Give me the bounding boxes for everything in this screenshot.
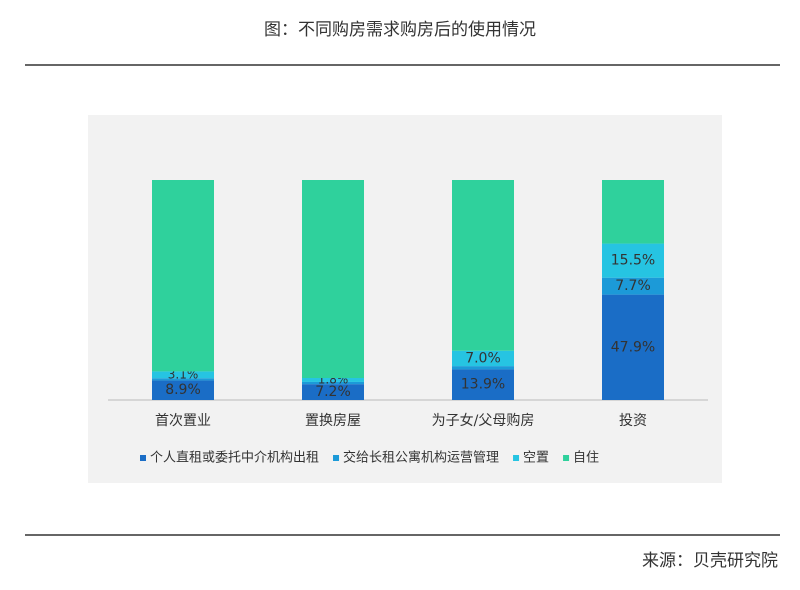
- bar-segment: [602, 294, 664, 400]
- legend-swatch: [140, 455, 146, 461]
- bar-segment: [452, 350, 514, 367]
- legend-swatch: [563, 455, 570, 461]
- bar-segment: [452, 369, 514, 400]
- bar-segment: [602, 277, 664, 295]
- bar-segment: [152, 378, 214, 381]
- data-label: 15.5%: [611, 253, 655, 269]
- x-tick-label: 首次置业: [155, 413, 211, 429]
- source: 来源：贝壳研究院: [642, 551, 778, 571]
- bar-segment: [302, 180, 364, 378]
- data-label: 7.0%: [465, 350, 501, 366]
- bar-segment: [152, 371, 214, 379]
- legend-swatch: [513, 455, 520, 461]
- bar-segment: [152, 380, 214, 400]
- data-label: 7.2%: [315, 384, 351, 400]
- legend-swatch: [333, 455, 340, 461]
- data-label: 7.7%: [615, 278, 651, 294]
- legend-label: 自住: [573, 451, 599, 466]
- data-label: 47.9%: [611, 339, 655, 355]
- legend-label: 空置: [523, 451, 549, 466]
- bar-segment: [302, 378, 364, 382]
- data-label: 13.9%: [461, 377, 505, 393]
- bar-segment: [602, 243, 664, 278]
- data-label: 8.9%: [165, 382, 201, 398]
- bar-segment: [302, 384, 364, 400]
- bar-segment: [152, 180, 214, 372]
- bar-segment: [452, 366, 514, 370]
- bar-segment: [452, 180, 514, 351]
- x-tick-label: 置换房屋: [305, 412, 361, 429]
- legend-label: 个人直租或委托中介机构出租: [150, 451, 319, 466]
- chart-title: 图：不同购房需求购房后的使用情况: [264, 19, 536, 40]
- bar-segment: [602, 180, 664, 244]
- x-tick-label: 为子女/父母购房: [432, 412, 535, 429]
- legend-label: 交给长租公寓机构运营管理: [343, 450, 499, 466]
- x-tick-label: 投资: [619, 413, 647, 429]
- bar-segment: [302, 381, 364, 385]
